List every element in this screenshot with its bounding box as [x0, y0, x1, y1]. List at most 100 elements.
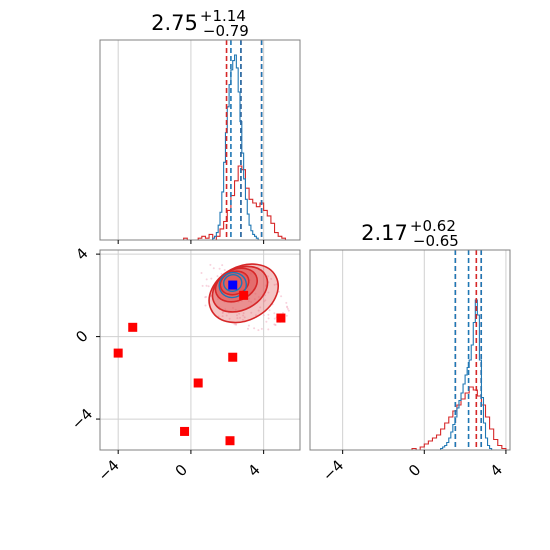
scatter-red-point-2	[128, 322, 138, 332]
scatter-sample-dot	[218, 267, 221, 270]
scatter-sample-dot	[280, 295, 283, 298]
scatter-sample-dot	[285, 301, 288, 304]
scatter-sample-dot	[273, 312, 276, 315]
scatter-sample-dot	[264, 299, 267, 302]
scatter-y-tick-label-0: −4	[68, 405, 96, 433]
scatter-sample-dot	[267, 291, 270, 294]
right-hist-red-series	[411, 386, 507, 450]
scatter-sample-dot	[286, 307, 289, 310]
right-hist-grid	[342, 250, 507, 450]
right-hist-series	[411, 299, 507, 450]
scatter-sample-dot	[210, 277, 213, 280]
scatter-sample-dot	[207, 285, 210, 288]
scatter-red-point-4	[228, 352, 238, 362]
scatter-points	[113, 280, 286, 446]
scatter-red-point-1	[239, 290, 249, 300]
scatter-sample-dot	[223, 269, 226, 271]
top-hist-frame	[99, 39, 301, 241]
top-hist-blue-series	[212, 54, 259, 240]
scatter-sample-dot	[259, 306, 262, 309]
scatter-sample-dot	[236, 317, 239, 320]
scatter-sample-dot	[286, 305, 288, 308]
scatter-sample-dot	[273, 323, 276, 326]
scatter-sample-dot	[287, 309, 290, 312]
top-hist-ticks	[117, 240, 265, 244]
scatter-sample-dot	[205, 284, 208, 287]
scatter-blue-contour-1	[222, 273, 243, 292]
right-hist-title-plus: +0.62	[410, 217, 456, 235]
scatter-sample-dot	[204, 296, 207, 299]
scatter-sample-dot	[242, 312, 245, 315]
scatter-sample-dot	[267, 317, 270, 320]
scatter-sample-dot	[262, 314, 265, 317]
top-hist-title-value: 2.75	[151, 11, 198, 35]
top-hist-red-series	[183, 165, 293, 240]
top-hist-title-minus: −0.79	[203, 22, 249, 40]
scatter-sample-dot	[204, 304, 207, 307]
scatter-sample-dot	[257, 329, 260, 332]
scatter-sample-dot	[220, 272, 223, 275]
scatter-sample-dot	[267, 328, 270, 331]
scatter-sample-dot	[267, 313, 270, 316]
scatter-y-tick-label-2: 4	[72, 244, 91, 263]
scatter-sample-dot	[221, 315, 224, 318]
scatter-red-point-3	[113, 348, 123, 358]
scatter-sample-dot	[236, 314, 238, 317]
scatter-y-tick-label-1: 0	[72, 327, 91, 346]
scatter-blue-contour-0	[218, 271, 247, 299]
scatter-sample-dot	[201, 284, 204, 287]
scatter-red-point-7	[225, 436, 235, 446]
right-hist-x-tick-label-2: 4	[487, 461, 506, 480]
scatter-sample-dot	[255, 314, 257, 317]
scatter-sample-dot	[228, 317, 231, 320]
scatter-sample-dot	[267, 275, 269, 278]
scatter-sample-dot	[221, 264, 224, 267]
scatter-panel: −4 0 4 −4 0 4	[68, 244, 301, 485]
scatter-sample-dot	[247, 324, 250, 327]
scatter-sample-dot	[265, 320, 268, 323]
scatter-sample-dot	[260, 327, 263, 330]
scatter-x-tick-label-2: 4	[244, 461, 263, 480]
top-hist-title-plus: +1.14	[200, 7, 246, 25]
right-histogram-panel: −4 0 4 2.17 +0.62 −0.65	[309, 217, 511, 485]
scatter-red-point-0	[276, 313, 286, 323]
scatter-sample-dot	[200, 272, 203, 274]
scatter-sample-dot	[235, 323, 237, 326]
scatter-sample-dot	[257, 309, 260, 312]
scatter-sample-dot	[285, 314, 288, 317]
right-hist-quantiles	[454, 250, 483, 450]
scatter-x-tick-label-1: 0	[172, 461, 191, 480]
scatter-sample-dot	[242, 314, 245, 317]
scatter-sample-dot	[273, 317, 276, 320]
right-hist-title-value: 2.17	[361, 221, 408, 245]
scatter-sample-dot	[273, 283, 276, 286]
scatter-sample-dot	[205, 278, 208, 281]
scatter-sample-dot	[250, 311, 253, 314]
scatter-sample-dot	[268, 309, 271, 312]
scatter-sample-dot	[241, 318, 244, 321]
scatter-sample-dot	[221, 312, 224, 314]
scatter-sample-dot	[253, 327, 256, 330]
right-hist-title-minus: −0.65	[413, 232, 459, 250]
right-hist-title: 2.17 +0.62 −0.65	[361, 217, 459, 250]
scatter-x-tick-label-0: −4	[94, 456, 122, 484]
scatter-sample-dot	[282, 312, 284, 314]
scatter-sample-dot	[233, 323, 236, 326]
right-hist-frame	[309, 249, 511, 451]
scatter-sample-dot	[209, 263, 212, 266]
scatter-red-point-5	[193, 378, 203, 388]
scatter-red-point-6	[180, 426, 190, 436]
top-hist-series	[183, 54, 293, 240]
scatter-truth-point	[228, 280, 238, 290]
scatter-sample-dot	[212, 267, 215, 270]
top-hist-quantiles	[225, 40, 263, 240]
top-histogram-panel: 2.75 +1.14 −0.79	[99, 7, 301, 244]
right-hist-x-tick-label-1: 0	[405, 461, 424, 480]
scatter-frame	[99, 249, 301, 451]
scatter-sample-dot	[216, 275, 219, 278]
right-hist-x-tick-label-0: −4	[319, 456, 347, 484]
scatter-sample-dot	[247, 327, 249, 330]
scatter-sample-dot	[275, 283, 278, 286]
scatter-sample-dot	[270, 277, 273, 280]
